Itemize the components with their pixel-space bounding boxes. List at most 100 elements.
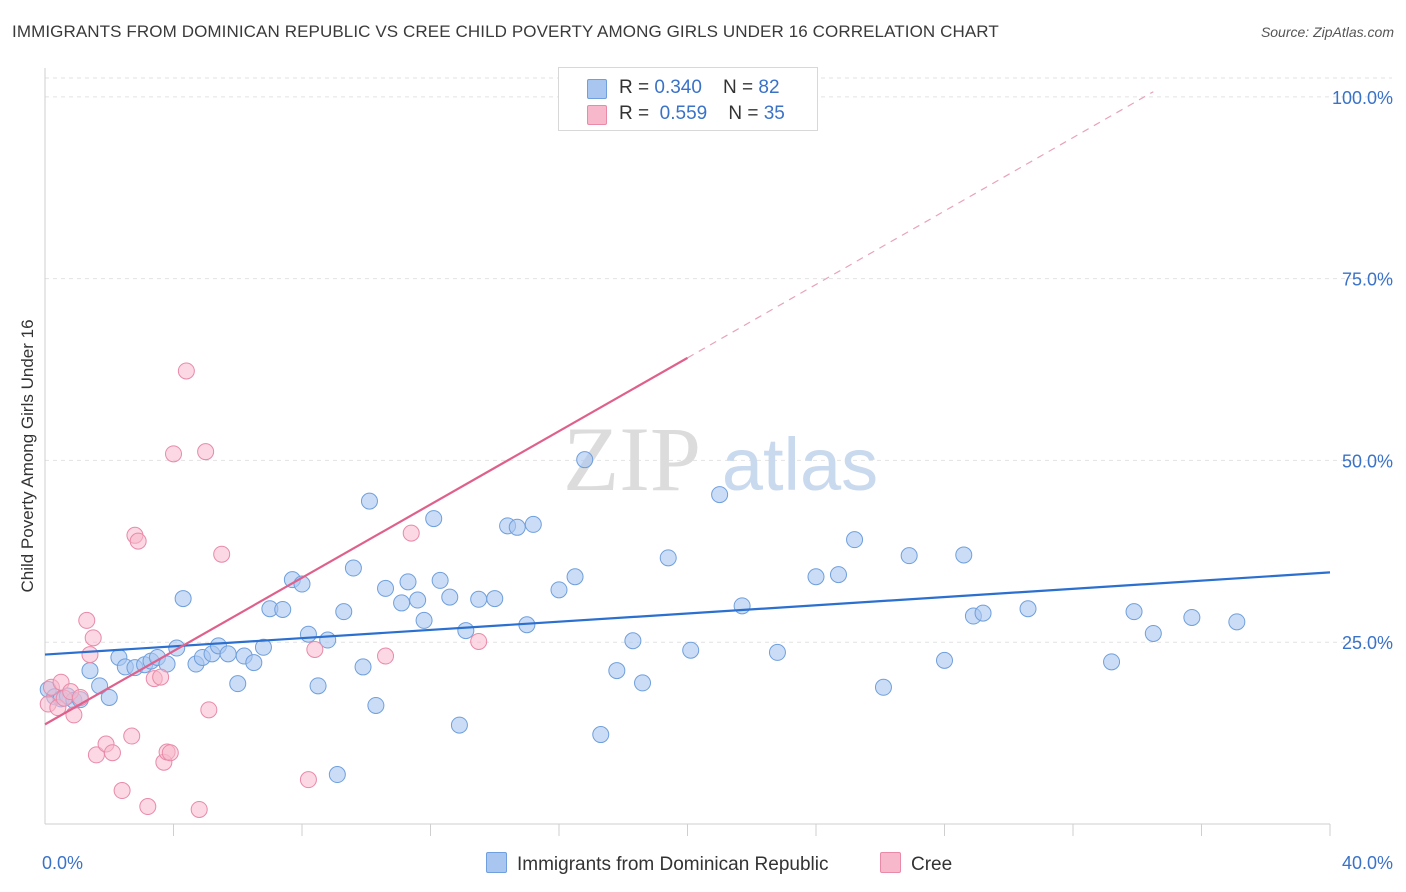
legend-r-label: R =: [619, 77, 655, 98]
trend-lines: [44, 91, 1331, 726]
data-point-dominican: [486, 590, 504, 608]
legend-r-value: 0.340: [654, 77, 702, 98]
data-point-dominican: [634, 674, 652, 692]
data-point-dominican: [1144, 624, 1162, 642]
data-point-dominican: [274, 600, 292, 618]
data-point-cree: [78, 611, 96, 629]
legend-swatch-dominican: [587, 79, 607, 99]
data-point-dominican: [328, 766, 346, 784]
y-axis-label-wrap: Child Poverty Among Girls Under 16: [18, 319, 37, 592]
data-point-dominican: [874, 678, 892, 696]
data-point-cree: [197, 443, 215, 461]
watermark-atlas: atlas: [722, 423, 878, 506]
legend-item-cree[interactable]: Cree: [880, 852, 952, 876]
data-point-dominican: [900, 547, 918, 565]
legend-item-dominican[interactable]: Immigrants from Dominican Republic: [486, 852, 829, 876]
data-point-dominican: [81, 662, 99, 680]
data-point-cree: [402, 524, 420, 542]
data-point-cree: [152, 668, 170, 686]
data-point-dominican: [566, 568, 584, 586]
data-point-dominican: [309, 677, 327, 695]
legend-n-value: 35: [763, 103, 785, 124]
data-point-cree: [123, 727, 141, 745]
data-point-dominican: [1228, 613, 1246, 631]
data-point-cree: [84, 629, 102, 647]
data-point-dominican: [768, 643, 786, 661]
data-point-dominican: [354, 658, 372, 676]
trend-line-cree-extension: [687, 91, 1154, 359]
data-point-dominican: [367, 696, 385, 714]
legend-swatch-cree: [880, 852, 901, 873]
x-tick-label: 0.0%: [42, 853, 83, 873]
y-tick-label: 75.0%: [1342, 270, 1393, 290]
source-label: Source: ZipAtlas.com: [1260, 24, 1394, 40]
x-tick-label: 40.0%: [1342, 853, 1393, 873]
trend-line-cree: [44, 356, 689, 726]
data-point-cree: [139, 798, 157, 816]
data-point-dominican: [335, 603, 353, 621]
data-point-cree: [81, 646, 99, 664]
data-point-dominican: [1019, 600, 1037, 618]
data-point-dominican: [450, 716, 468, 734]
data-point-dominican: [100, 688, 118, 706]
data-point-cree: [65, 706, 83, 724]
data-point-cree: [161, 744, 179, 762]
data-point-dominican: [1125, 603, 1143, 621]
data-point-dominican: [174, 590, 192, 608]
data-point-cree: [306, 640, 324, 658]
data-point-dominican: [431, 571, 449, 589]
data-point-dominican: [457, 622, 475, 640]
data-point-dominican: [415, 611, 433, 629]
data-point-dominican: [299, 625, 317, 643]
trend-line-dominican: [44, 571, 1331, 656]
legend-n-value: 82: [758, 77, 780, 98]
data-point-dominican: [1103, 653, 1121, 671]
y-axis-label: Child Poverty Among Girls Under 16: [18, 319, 37, 592]
chart-title: IMMIGRANTS FROM DOMINICAN REPUBLIC VS CR…: [12, 22, 999, 41]
data-point-dominican: [936, 651, 953, 669]
data-point-dominican: [409, 591, 427, 609]
correlation-legend: R = 0.340 N = 82 R = 0.559 N = 35: [558, 67, 818, 131]
legend-label-dominican: Immigrants from Dominican Republic: [517, 854, 829, 875]
watermark: ZIP atlas: [563, 408, 878, 510]
series-cree-points: [39, 362, 488, 818]
data-point-cree: [165, 445, 182, 463]
y-tick-label: 50.0%: [1342, 451, 1393, 471]
data-point-dominican: [441, 588, 459, 606]
data-point-dominican: [508, 518, 526, 536]
y-tick-label: 25.0%: [1342, 633, 1393, 653]
legend-label-cree: Cree: [911, 854, 953, 875]
data-point-dominican: [624, 632, 642, 650]
data-point-dominican: [219, 645, 237, 663]
data-point-dominican: [1183, 608, 1201, 626]
data-point-cree: [377, 647, 395, 665]
legend-r-label: R =: [619, 103, 655, 124]
data-point-dominican: [846, 531, 864, 549]
data-point-cree: [299, 771, 317, 789]
data-point-dominican: [608, 662, 626, 680]
legend-swatch-dominican: [486, 852, 507, 873]
data-point-dominican: [524, 515, 542, 533]
data-point-cree: [177, 362, 195, 380]
data-point-dominican: [344, 559, 362, 577]
data-point-dominican: [592, 726, 610, 744]
data-point-dominican: [425, 510, 443, 528]
legend-n-label: N =: [723, 77, 759, 98]
data-point-dominican: [245, 654, 263, 672]
data-point-dominican: [659, 549, 677, 567]
data-point-cree: [129, 532, 147, 550]
data-point-cree: [213, 545, 231, 563]
data-point-cree: [470, 632, 488, 650]
data-point-dominican: [711, 486, 729, 504]
legend-swatch-cree: [587, 105, 607, 125]
data-point-dominican: [807, 568, 825, 586]
data-point-dominican: [955, 546, 973, 564]
data-point-dominican: [974, 604, 992, 622]
data-point-dominican: [399, 573, 417, 591]
data-point-dominican: [254, 638, 272, 656]
data-point-cree: [103, 744, 121, 762]
data-point-dominican: [360, 492, 378, 510]
data-point-dominican: [829, 566, 847, 584]
data-point-dominican: [393, 594, 411, 612]
data-point-dominican: [229, 675, 247, 693]
